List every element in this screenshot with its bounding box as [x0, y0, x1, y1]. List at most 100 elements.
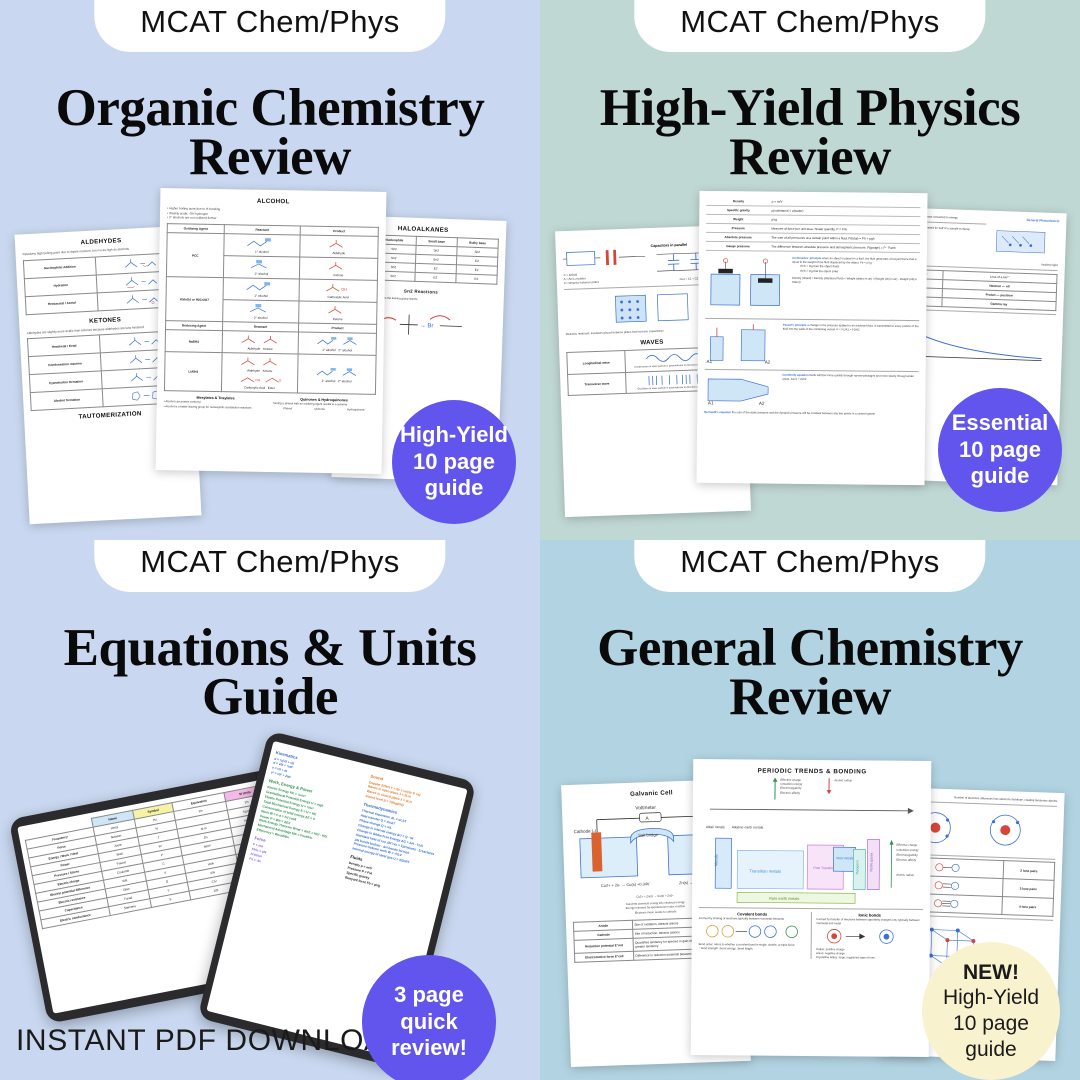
footer-note: • Alcohol is a better leaving group for … [163, 403, 252, 410]
lewis-table: 2 lone pairs 3 lone pairs 4 lone pairs [891, 856, 1055, 917]
panel-general-chemistry[interactable]: MCAT Chem/Phys General Chemistry Review … [540, 540, 1080, 1080]
panel-organic-chemistry[interactable]: MCAT Chem/Phys Organic Chemistry Review … [0, 0, 540, 540]
cell: E2 [455, 273, 498, 285]
bullet: Crystalline lattice: large, organized st… [816, 955, 875, 960]
svg-text:→ Br: → Br [420, 323, 434, 329]
title-line-2: Guide [202, 668, 338, 727]
sheet-heading-periodic: PERIODIC TRENDS & BONDING [757, 767, 867, 776]
lewis-label: 3 lone pairs [1002, 878, 1055, 899]
footer-label: Phenol [283, 405, 293, 410]
svg-text:Cu2+ + 2e- → Cu(s) +0.34V: Cu2+ + 2e- → Cu(s) +0.34V [601, 881, 650, 888]
trend-item: Atomic radius [834, 778, 852, 783]
svg-text:Metals: Metals [713, 854, 718, 866]
footer-col-mesylates: Mesylates & Tosylates • Alcohol can prot… [164, 395, 268, 409]
sheet-fluids[interactable]: Density ρ = m/V Specific gravity ρ(subst… [696, 190, 928, 486]
agent-label: NaBH4 [165, 329, 223, 353]
svg-text:OH: OH [255, 379, 261, 383]
alcohol-bullets: • Higher boiling point due to H-bonding … [167, 206, 379, 224]
table-row: Gauge pressure The difference between ab… [705, 241, 920, 253]
svg-text:Post Transition Metals: Post Transition Metals [813, 866, 847, 870]
badge-line: guide [965, 1037, 1017, 1061]
row-label: Transverse wave [567, 372, 627, 396]
svg-text:Electron affinity: Electron affinity [896, 858, 916, 862]
voltmeter-label: Voltmeter [635, 805, 656, 812]
row-label: Hemiacetal / Acetal [25, 292, 99, 315]
table-row: 3 lone pairs [892, 874, 1055, 899]
dielectric-diagram [615, 293, 689, 323]
badge-new-high-yield[interactable]: NEW! High-Yield 10 page guide [922, 942, 1060, 1080]
agent-label: LiAlH4 [164, 351, 223, 392]
lewis-label: 4 lone pairs [1001, 896, 1054, 917]
badge-line: High-Yield [400, 421, 508, 447]
cell: 1° alcohol 2° alcohol [297, 354, 377, 395]
badge-line: Essential [951, 409, 1049, 435]
table-row: KMnO4 or H2Cr2O7 1° alcohol OH Carboxylic… [165, 276, 378, 322]
badge-line: High-Yield [942, 986, 1040, 1010]
circuit-diagram-1 [563, 249, 646, 266]
svg-text:Atomic radius: Atomic radius [896, 873, 914, 877]
badge-quick-review[interactable]: 3 page quick review! [362, 955, 496, 1080]
buoyancy-diagram [710, 258, 781, 306]
panel-pill-label: MCAT Chem/Phys [634, 540, 986, 592]
panel-equations-units[interactable]: MCAT Chem/Phys Equations & Units Guide N… [0, 540, 540, 1080]
title-line-1: Organic Chemistry [55, 79, 485, 137]
row-structure [97, 288, 183, 311]
table-row: NaBH4 Aldehyde Ketone 1° alcohol 2° alco… [165, 329, 377, 356]
bernoulli-block: Bernoulli's equation the sum of the stat… [704, 409, 876, 416]
svg-text:Transition metals: Transition metals [749, 868, 781, 873]
badge-high-yield[interactable]: High-Yield 10 page guide [392, 400, 516, 524]
svg-text:Electronegativity: Electronegativity [896, 853, 918, 857]
aldehyde-table: Nucleophilic Addition Hydration Hemiacet… [23, 252, 184, 315]
svg-text:A2: A2 [765, 359, 771, 364]
cell: 2° alcohol [222, 299, 299, 324]
panel-high-yield-physics[interactable]: MCAT Chem/Phys High-Yield Physics Review… [540, 0, 1080, 540]
sheet-alcohol[interactable]: ALCOHOL • Higher boiling point due to H-… [155, 188, 387, 474]
archimedes-block: Archimedes' principle when an object is … [792, 256, 920, 317]
panel-pill-label: MCAT Chem/Phys [634, 0, 986, 52]
trend-axis-arrow [709, 807, 914, 814]
lewis-label: 2 lone pairs [1003, 860, 1055, 881]
table-row: 2° alcohol Ketone [166, 255, 378, 281]
title-line-1: High-Yield Physics [599, 79, 1021, 137]
title-line-2: Review [729, 128, 891, 187]
svg-text:Non metals: Non metals [836, 856, 853, 860]
lewis-diagram [891, 892, 1003, 915]
svg-text:A1: A1 [708, 400, 714, 405]
cell: Ketone [298, 301, 378, 325]
svg-text:Ionization energy: Ionization energy [896, 848, 919, 852]
svg-text:Halogens: Halogens [855, 860, 859, 875]
sheet-stack: Galvanic Cell Voltmeter A Cathode (-) An… [540, 730, 1080, 1080]
sheet-capacitors-waves[interactable]: Energy C = kε0A/d A = Area of plates [555, 224, 751, 518]
panel-pill-label: MCAT Chem/Phys [94, 540, 446, 592]
sheet-stack: Energy C = kε0A/d A = Area of plates [540, 190, 1080, 540]
row-structure [99, 330, 186, 354]
table-row: 2 lone pairs [893, 856, 1055, 881]
table-row: 4 lone pairs [891, 892, 1054, 917]
row-label: Gauge pressure [705, 241, 771, 252]
covalent-bond-diagram [706, 924, 798, 938]
badge-line: 10 page [953, 1012, 1029, 1035]
lewis-diagram [893, 856, 1004, 879]
title-line-2: Review [729, 668, 891, 727]
table-row: 2° alcohol Ketone [166, 299, 378, 325]
svg-text:O: O [278, 379, 281, 383]
svg-text:OH: OH [341, 287, 347, 292]
cell: OH Carboxylic Acid [298, 279, 378, 303]
svg-text:A1: A1 [707, 359, 713, 364]
sheet-heading-alcohol: ALCOHOL [256, 197, 290, 206]
cell: E2 [414, 272, 456, 283]
ionic-bond-diagram [826, 928, 894, 944]
lewis-diagram [892, 874, 1004, 897]
footer-col-quinones: Quinones & Hydroquinones Turning a pheno… [272, 397, 376, 411]
table-row: LiAlH4 Aldehyde Ketone OH O Carboxylic Ac… [164, 351, 377, 395]
continuity-block: Continuity equation fluids will flow mor… [782, 372, 914, 382]
periodic-blocks-diagram: Alkali metals Alkaline earth metals Meta… [706, 825, 919, 904]
fluids-definitions-table: Density ρ = m/V Specific gravity ρ(subst… [705, 196, 921, 253]
badge-essential[interactable]: Essential 10 page guide [938, 388, 1062, 512]
badge-line: 10 page [413, 448, 495, 474]
svg-text:A: A [645, 816, 649, 822]
sheet-periodic-trends[interactable]: PERIODIC TRENDS & BONDING Effective char… [690, 758, 932, 1058]
trend-item: Electron affinity [780, 790, 800, 795]
cell: Ketone [299, 257, 378, 281]
